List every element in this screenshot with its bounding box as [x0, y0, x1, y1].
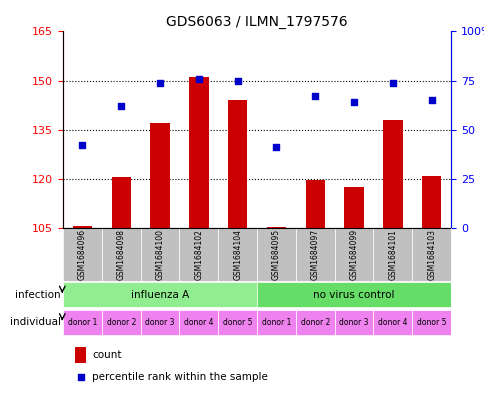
Text: GSM1684101: GSM1684101	[388, 229, 396, 280]
Text: no virus control: no virus control	[313, 290, 394, 300]
FancyBboxPatch shape	[373, 310, 411, 334]
Text: count: count	[92, 350, 121, 360]
FancyBboxPatch shape	[218, 228, 257, 281]
Bar	[189, 77, 208, 228]
Bar	[421, 176, 440, 228]
Bar	[227, 100, 247, 228]
FancyBboxPatch shape	[102, 228, 140, 281]
Bar	[111, 177, 131, 228]
FancyBboxPatch shape	[334, 310, 373, 334]
Point	[427, 97, 435, 103]
Text: donor 4: donor 4	[184, 318, 213, 327]
Point	[311, 93, 318, 99]
Point	[349, 99, 357, 105]
Bar	[73, 226, 92, 228]
Bar	[75, 347, 86, 363]
Text: donor 2: donor 2	[106, 318, 136, 327]
Bar	[305, 180, 324, 228]
FancyBboxPatch shape	[257, 310, 295, 334]
Text: GSM1684098: GSM1684098	[117, 229, 125, 280]
Text: GSM1684095: GSM1684095	[272, 229, 280, 280]
Text: GSM1684096: GSM1684096	[78, 229, 87, 280]
Text: GSM1684099: GSM1684099	[349, 229, 358, 280]
FancyBboxPatch shape	[140, 310, 179, 334]
Text: donor 5: donor 5	[223, 318, 252, 327]
FancyBboxPatch shape	[334, 228, 373, 281]
FancyBboxPatch shape	[179, 310, 218, 334]
Bar	[382, 120, 402, 228]
FancyBboxPatch shape	[63, 310, 102, 334]
FancyBboxPatch shape	[63, 228, 102, 281]
FancyBboxPatch shape	[295, 310, 334, 334]
Point	[76, 374, 84, 380]
FancyBboxPatch shape	[411, 310, 450, 334]
Text: donor 3: donor 3	[339, 318, 368, 327]
FancyBboxPatch shape	[102, 310, 140, 334]
Text: GSM1684097: GSM1684097	[310, 229, 319, 280]
Bar	[344, 187, 363, 228]
Point	[272, 144, 280, 151]
FancyBboxPatch shape	[140, 228, 179, 281]
FancyBboxPatch shape	[179, 228, 218, 281]
Bar	[150, 123, 169, 228]
Point	[117, 103, 125, 109]
Text: donor 3: donor 3	[145, 318, 174, 327]
Point	[233, 77, 241, 84]
Point	[388, 79, 396, 86]
Text: GSM1684103: GSM1684103	[426, 229, 435, 280]
Point	[195, 75, 202, 82]
FancyBboxPatch shape	[257, 228, 295, 281]
FancyBboxPatch shape	[63, 282, 257, 307]
Text: donor 1: donor 1	[261, 318, 290, 327]
Text: infection: infection	[15, 290, 61, 300]
Bar	[266, 227, 286, 228]
FancyBboxPatch shape	[257, 282, 450, 307]
Text: donor 2: donor 2	[300, 318, 329, 327]
FancyBboxPatch shape	[295, 228, 334, 281]
FancyBboxPatch shape	[373, 228, 411, 281]
Title: GDS6063 / ILMN_1797576: GDS6063 / ILMN_1797576	[166, 15, 347, 29]
Text: percentile rank within the sample: percentile rank within the sample	[92, 372, 268, 382]
Text: GSM1684100: GSM1684100	[155, 229, 164, 280]
Text: donor 5: donor 5	[416, 318, 445, 327]
Text: influenza A: influenza A	[131, 290, 189, 300]
FancyBboxPatch shape	[411, 228, 450, 281]
Text: donor 1: donor 1	[68, 318, 97, 327]
Point	[78, 142, 86, 149]
Text: GSM1684102: GSM1684102	[194, 229, 203, 280]
Text: donor 4: donor 4	[378, 318, 407, 327]
Point	[156, 79, 164, 86]
Text: GSM1684104: GSM1684104	[233, 229, 242, 280]
FancyBboxPatch shape	[218, 310, 257, 334]
Text: individual: individual	[10, 317, 61, 327]
